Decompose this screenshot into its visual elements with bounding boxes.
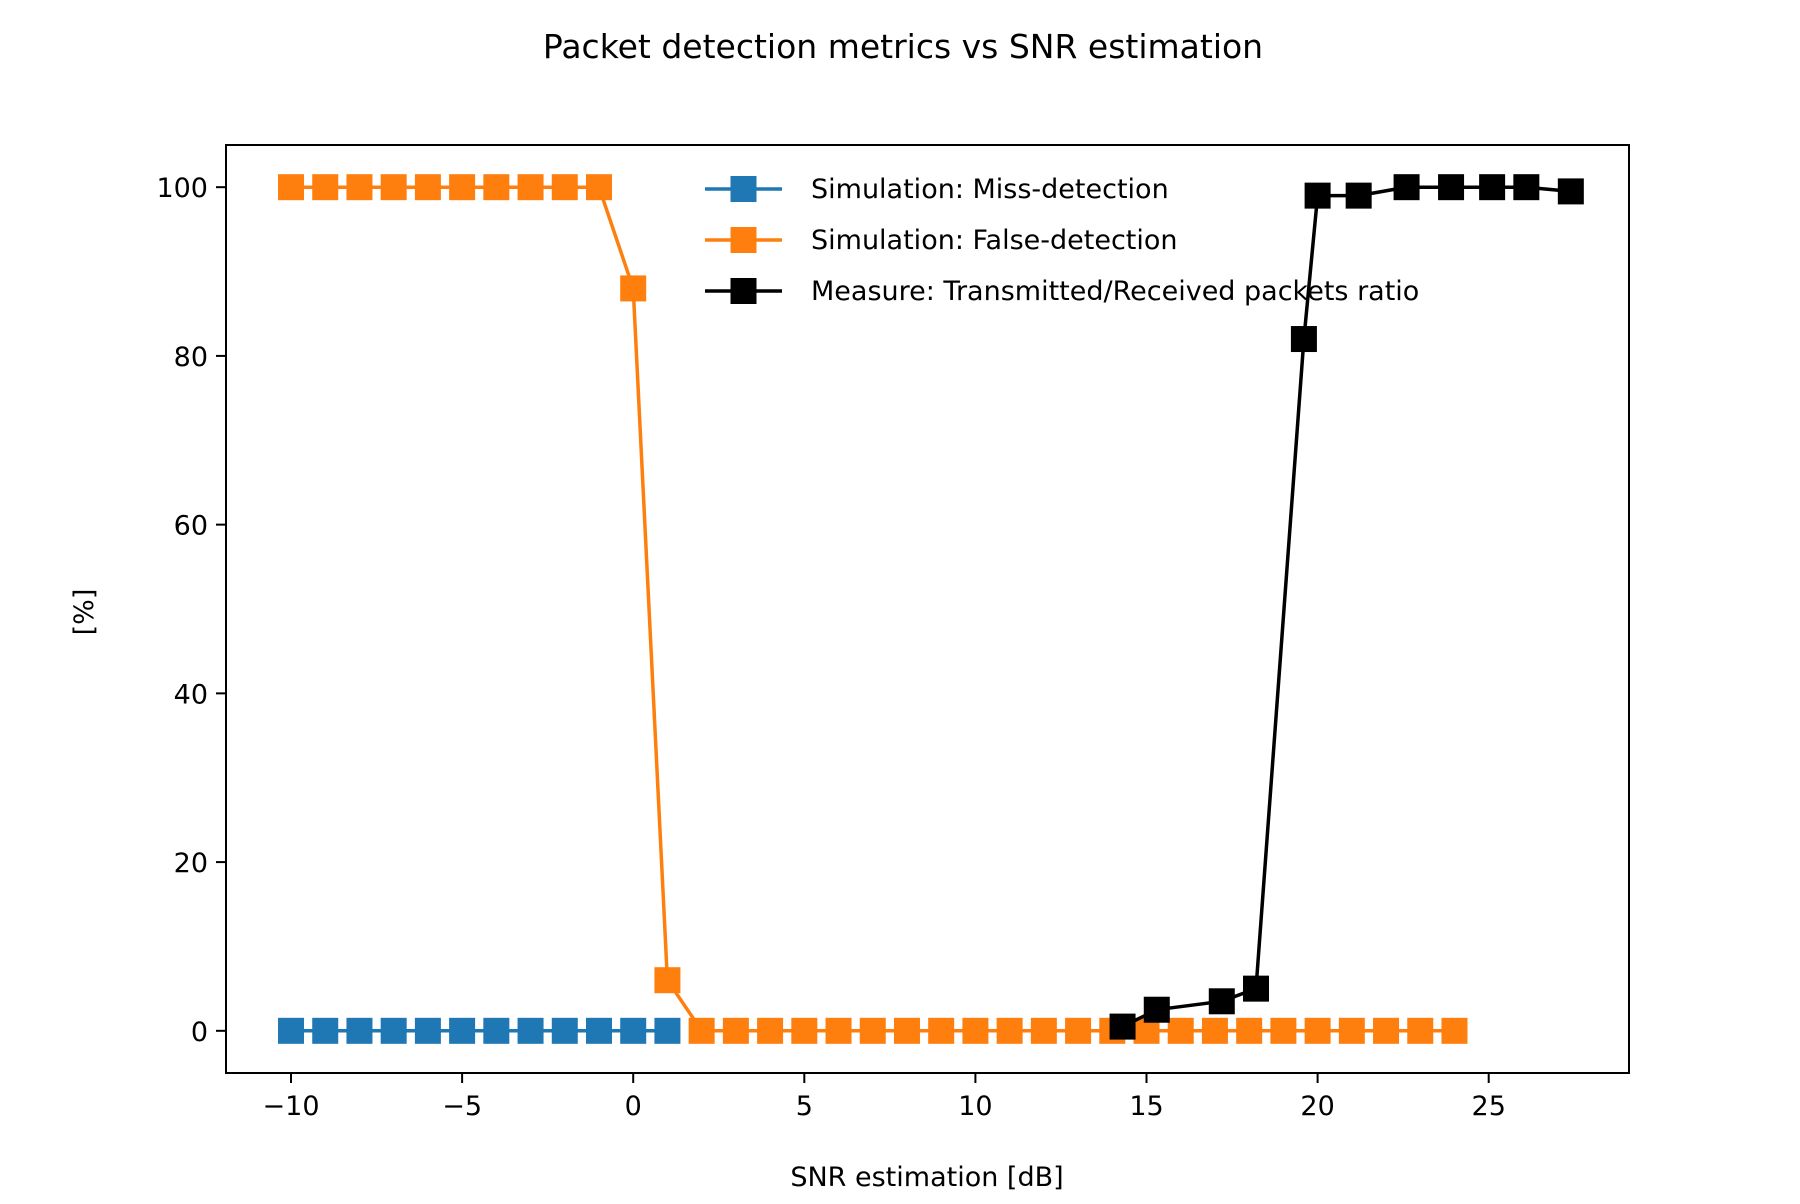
- data-point: [928, 1017, 955, 1044]
- x-tick-label: 5: [796, 1091, 813, 1122]
- data-point: [1557, 178, 1584, 205]
- y-axis-label: [%]: [69, 589, 100, 636]
- x-axis: −10 −5 0 5 10 15 20 25: [263, 1073, 1506, 1122]
- plot-area: [278, 174, 1584, 1044]
- data-point: [312, 1017, 339, 1044]
- series-line: [291, 185, 1455, 1033]
- legend-label: Simulation: Miss-detection: [811, 174, 1169, 205]
- data-point: [1290, 326, 1317, 353]
- data-point: [1407, 1017, 1434, 1044]
- chart-title: Packet detection metrics vs SNR estimati…: [543, 27, 1263, 66]
- data-point: [1065, 1017, 1092, 1044]
- legend-label: Simulation: False-detection: [811, 225, 1178, 256]
- data-point: [620, 275, 647, 302]
- y-tick-label: 40: [174, 679, 208, 710]
- data-point: [585, 1017, 612, 1044]
- data-point: [449, 174, 476, 201]
- data-point: [278, 1017, 305, 1044]
- data-point: [1201, 1017, 1228, 1044]
- data-point: [1109, 1013, 1136, 1040]
- x-tick-label: 15: [1129, 1091, 1163, 1122]
- series-line: [1121, 185, 1571, 1029]
- data-point: [551, 174, 578, 201]
- data-point: [517, 1017, 544, 1044]
- data-point: [1030, 1017, 1057, 1044]
- y-tick-label: 80: [174, 342, 208, 373]
- data-point: [380, 174, 407, 201]
- data-point: [585, 174, 612, 201]
- legend-item: Measure: Transmitted/Received packets ra…: [705, 276, 1419, 307]
- data-point: [893, 1017, 920, 1044]
- data-point: [278, 174, 305, 201]
- data-point: [449, 1017, 476, 1044]
- series-3: [1109, 174, 1584, 1040]
- data-point: [757, 1017, 784, 1044]
- axes-frame: [225, 144, 1630, 1074]
- x-tick-label: −5: [442, 1091, 482, 1122]
- legend-item: Simulation: Miss-detection: [705, 174, 1169, 205]
- data-point: [1441, 1017, 1468, 1044]
- x-tick-label: 0: [625, 1091, 642, 1122]
- data-point: [1304, 1017, 1331, 1044]
- data-point: [859, 1017, 886, 1044]
- x-tick-label: 20: [1300, 1091, 1334, 1122]
- legend-marker: [730, 227, 757, 253]
- data-point: [1393, 174, 1420, 201]
- y-tick-label: 60: [174, 511, 208, 542]
- data-point: [551, 1017, 578, 1044]
- x-tick-label: −10: [263, 1091, 320, 1122]
- data-point: [517, 174, 544, 201]
- data-point: [380, 1017, 407, 1044]
- series-2: [278, 174, 1468, 1044]
- data-point: [1479, 174, 1506, 201]
- legend: Simulation: Miss-detection Simulation: Fa…: [705, 174, 1419, 307]
- data-point: [654, 967, 681, 994]
- y-axis: 0 20 40 60 80 100: [156, 173, 226, 1048]
- x-axis-label: SNR estimation [dB]: [790, 1162, 1063, 1193]
- data-point: [1438, 174, 1465, 201]
- data-point: [1338, 1017, 1365, 1044]
- data-point: [1513, 174, 1540, 201]
- legend-item: Simulation: False-detection: [705, 225, 1178, 256]
- legend-marker: [730, 278, 757, 304]
- data-point: [1143, 996, 1170, 1023]
- y-tick-label: 0: [191, 1017, 208, 1048]
- data-point: [414, 1017, 441, 1044]
- data-point: [654, 1017, 681, 1044]
- data-point: [1304, 182, 1331, 209]
- data-point: [346, 1017, 373, 1044]
- data-point: [996, 1017, 1023, 1044]
- data-point: [414, 174, 441, 201]
- data-point: [483, 1017, 510, 1044]
- data-point: [1270, 1017, 1297, 1044]
- series-1: [278, 1017, 681, 1044]
- data-point: [722, 1017, 749, 1044]
- data-point: [312, 174, 339, 201]
- legend-label: Measure: Transmitted/Received packets ra…: [811, 276, 1419, 307]
- data-point: [825, 1017, 852, 1044]
- data-point: [1373, 1017, 1400, 1044]
- x-tick-label: 25: [1472, 1091, 1506, 1122]
- data-point: [1167, 1017, 1194, 1044]
- data-point: [1236, 1017, 1263, 1044]
- data-point: [962, 1017, 989, 1044]
- data-point: [791, 1017, 818, 1044]
- data-point: [346, 174, 373, 201]
- data-point: [688, 1017, 715, 1044]
- x-tick-label: 10: [958, 1091, 992, 1122]
- data-point: [1345, 182, 1372, 209]
- data-point: [620, 1017, 647, 1044]
- legend-marker: [730, 176, 757, 202]
- data-point: [1243, 975, 1270, 1002]
- y-tick-label: 100: [156, 173, 208, 204]
- y-tick-label: 20: [174, 848, 208, 879]
- data-point: [483, 174, 510, 201]
- data-point: [1208, 988, 1235, 1015]
